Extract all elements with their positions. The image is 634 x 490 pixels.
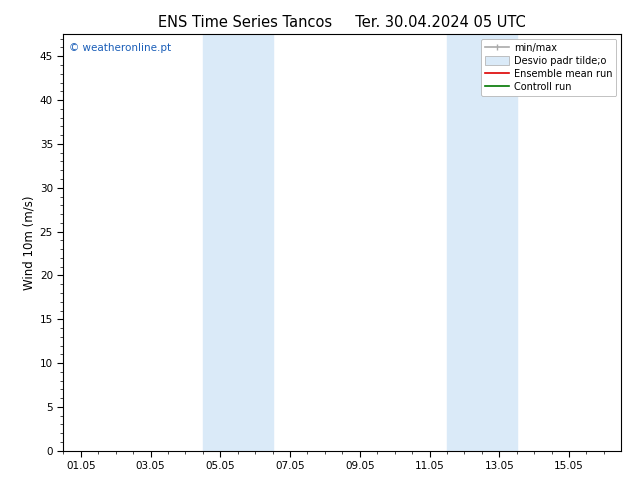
- Title: ENS Time Series Tancos     Ter. 30.04.2024 05 UTC: ENS Time Series Tancos Ter. 30.04.2024 0…: [158, 15, 526, 30]
- Y-axis label: Wind 10m (m/s): Wind 10m (m/s): [23, 196, 36, 290]
- Bar: [203, 34, 273, 451]
- Legend: min/max, Desvio padr tilde;o, Ensemble mean run, Controll run: min/max, Desvio padr tilde;o, Ensemble m…: [481, 39, 616, 96]
- Bar: [447, 34, 517, 451]
- Text: © weatheronline.pt: © weatheronline.pt: [69, 43, 171, 52]
